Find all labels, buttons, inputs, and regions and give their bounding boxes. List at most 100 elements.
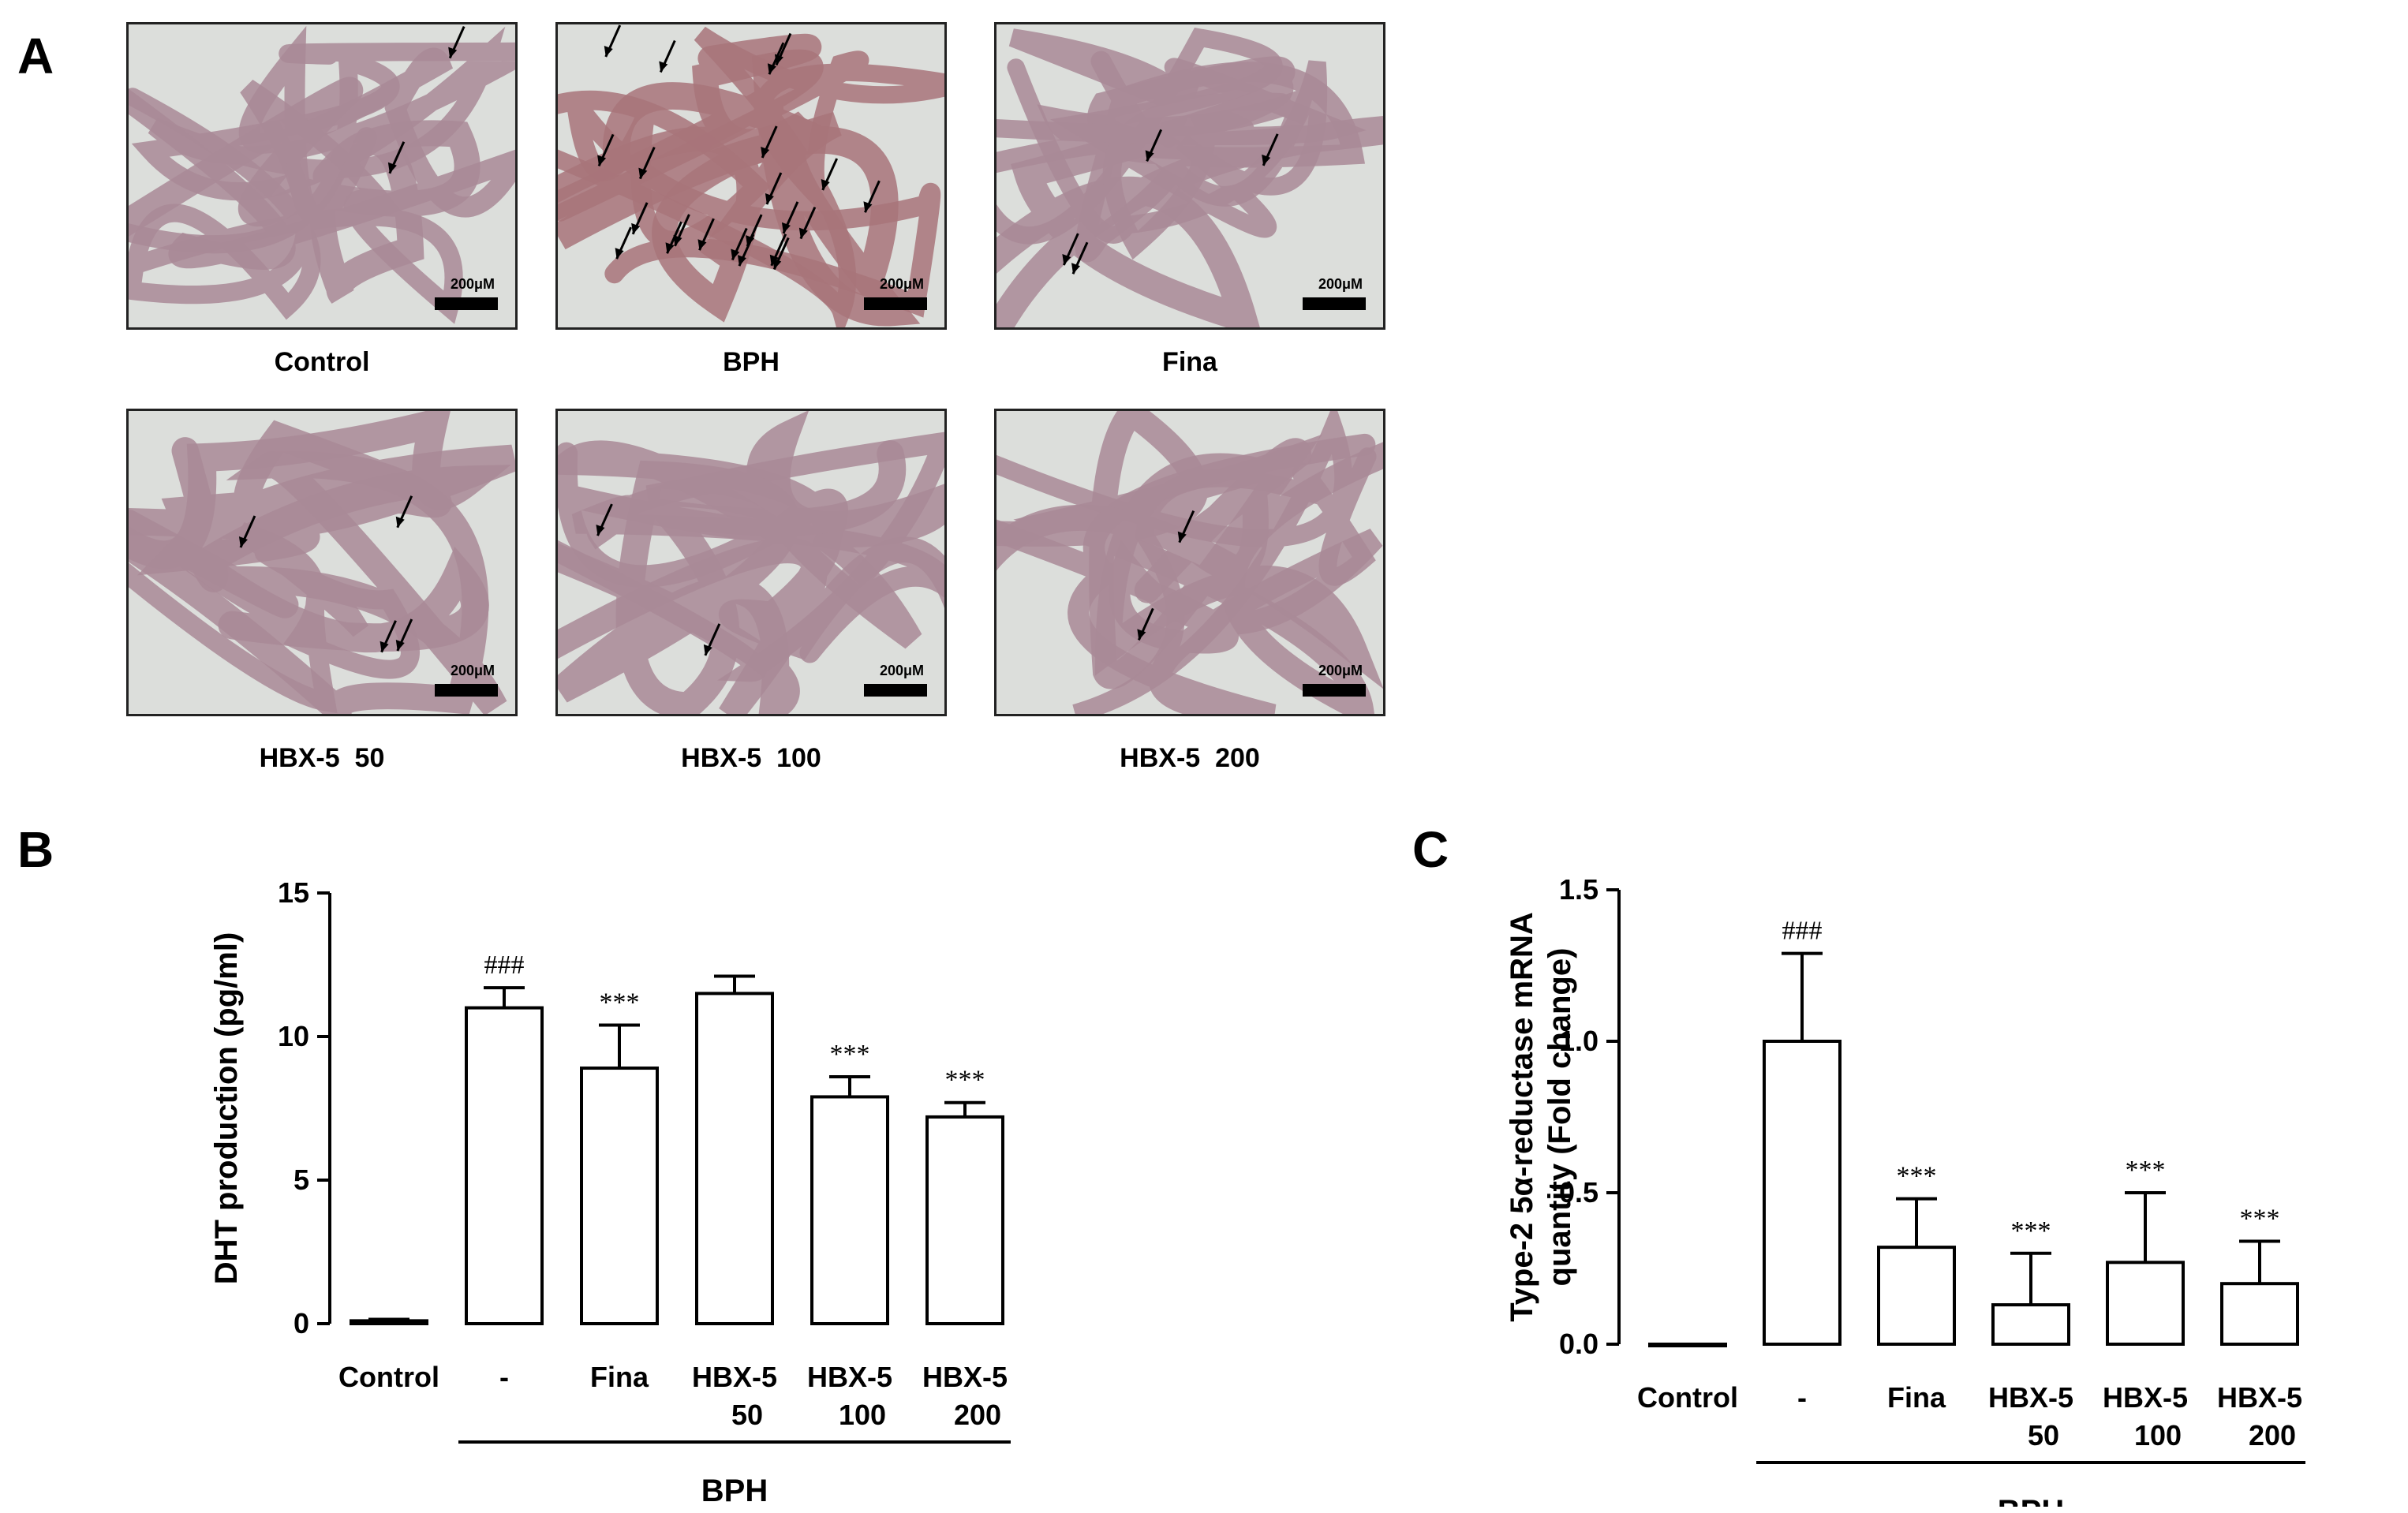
panel-letter-b: B bbox=[17, 821, 54, 878]
bar bbox=[1648, 1343, 1727, 1347]
significance-label: *** bbox=[945, 1066, 985, 1095]
arrow-icon bbox=[1062, 233, 1079, 266]
y-tick-label: 10 bbox=[278, 1020, 309, 1052]
arrow-icon bbox=[659, 39, 676, 73]
scale-bar-label: 200μM bbox=[450, 663, 495, 678]
significance-label: *** bbox=[2011, 1216, 2051, 1246]
scale-bar bbox=[435, 684, 498, 697]
arrow-icon bbox=[673, 214, 690, 247]
bar bbox=[810, 1095, 889, 1325]
tissue-image bbox=[558, 24, 944, 327]
category-label: Control bbox=[1637, 1381, 1738, 1414]
scale-bar bbox=[1303, 297, 1366, 310]
arrow-icon bbox=[1145, 129, 1163, 162]
category-label: HBX-5 bbox=[1988, 1381, 2073, 1414]
bar bbox=[465, 1006, 544, 1325]
scale-bar bbox=[864, 684, 927, 697]
arrow-icon bbox=[638, 147, 656, 180]
arrow-icon bbox=[798, 207, 817, 240]
arrow-icon bbox=[821, 158, 839, 191]
category-label: - bbox=[1797, 1381, 1807, 1414]
arrow-icon bbox=[765, 172, 783, 205]
significance-label: *** bbox=[600, 988, 640, 1017]
arrow-icon bbox=[238, 515, 256, 548]
y-tick-label: 0.5 bbox=[1559, 1176, 1598, 1209]
y-tick-label: 15 bbox=[278, 876, 309, 909]
category-label: - bbox=[499, 1361, 509, 1393]
category-label: HBX-5 bbox=[922, 1361, 1008, 1393]
tissue-image bbox=[558, 411, 944, 714]
arrow-icon bbox=[697, 218, 715, 251]
arrow-icon bbox=[596, 503, 613, 536]
y-axis-title: DHT production (pg/ml) bbox=[209, 932, 244, 1285]
arrow-icon bbox=[1071, 241, 1089, 275]
arrow-icon bbox=[631, 202, 649, 235]
micrograph-label: Control bbox=[274, 347, 370, 377]
y-tick-label: 5 bbox=[294, 1164, 309, 1196]
micrograph-6: 200μM bbox=[994, 409, 1385, 716]
micrograph-4: 200μM bbox=[126, 409, 518, 716]
tissue-image bbox=[996, 411, 1383, 714]
arrow-icon bbox=[731, 227, 748, 261]
significance-label: ### bbox=[484, 951, 525, 980]
category-label-line2: 100 bbox=[2134, 1419, 2182, 1451]
scale-bar bbox=[435, 297, 498, 310]
arrow-icon bbox=[703, 623, 721, 656]
category-label-line2: 200 bbox=[2249, 1419, 2296, 1451]
y-axis-title-line: Type-2 5α-reductase mRNA bbox=[1505, 912, 1539, 1322]
category-label: Control bbox=[338, 1361, 439, 1393]
bar bbox=[2106, 1261, 2185, 1347]
micrograph-2: 200μM bbox=[555, 22, 947, 330]
panel-letter-a: A bbox=[17, 28, 54, 84]
bar bbox=[1877, 1246, 1956, 1346]
micrograph-label: HBX-5 50 bbox=[259, 743, 385, 773]
arrow-icon bbox=[387, 141, 406, 174]
micrograph-label: BPH bbox=[723, 347, 780, 377]
category-label-line2: 100 bbox=[839, 1399, 886, 1431]
category-label-line2: 200 bbox=[954, 1399, 1001, 1431]
category-label: Fina bbox=[590, 1361, 649, 1393]
bar bbox=[580, 1067, 659, 1325]
arrow-icon bbox=[448, 26, 466, 59]
significance-label: *** bbox=[830, 1040, 870, 1069]
y-axis-title-line: quantity (Fold change) bbox=[1542, 948, 1577, 1287]
y-tick-label: 0.0 bbox=[1559, 1328, 1598, 1360]
group-label: BPH bbox=[1998, 1494, 2064, 1507]
scale-bar-label: 200μM bbox=[879, 663, 924, 678]
significance-label: ### bbox=[1782, 917, 1823, 946]
category-label-line2: 50 bbox=[731, 1399, 763, 1431]
bar bbox=[1991, 1303, 2070, 1347]
significance-label: *** bbox=[1897, 1162, 1937, 1191]
bar bbox=[695, 992, 774, 1325]
bar bbox=[1763, 1040, 1842, 1346]
category-label: Fina bbox=[1887, 1381, 1946, 1414]
micrograph-5: 200μM bbox=[555, 409, 947, 716]
group-label: BPH bbox=[701, 1474, 768, 1507]
category-label: HBX-5 bbox=[2217, 1381, 2302, 1414]
micrograph-label: Fina bbox=[1162, 347, 1217, 377]
micrograph-3: 200μM bbox=[994, 22, 1385, 330]
category-label-line2: 50 bbox=[2028, 1419, 2059, 1451]
significance-label: *** bbox=[2240, 1204, 2280, 1233]
panel-letter-c: C bbox=[1412, 821, 1449, 878]
scale-bar-label: 200μM bbox=[1318, 663, 1363, 678]
category-label: HBX-5 bbox=[2103, 1381, 2188, 1414]
y-tick-label: 1.5 bbox=[1559, 873, 1598, 906]
arrow-icon bbox=[1262, 133, 1279, 166]
arrow-icon bbox=[395, 495, 413, 529]
arrow-icon bbox=[380, 620, 397, 653]
micrograph-1: 200μM bbox=[126, 22, 518, 330]
bar bbox=[2220, 1282, 2299, 1347]
bar bbox=[925, 1115, 1004, 1325]
arrow-icon bbox=[597, 133, 615, 167]
arrow-icon bbox=[665, 221, 682, 254]
arrow-icon bbox=[395, 618, 413, 652]
scale-bar bbox=[1303, 684, 1366, 697]
chart-c-reductase-mrna: 0.0 0.5 1.0 1.5 Type-2 5α-reductase mRNA quan… bbox=[1505, 873, 2305, 1507]
significance-label: *** bbox=[2126, 1156, 2166, 1185]
category-label: HBX-5 bbox=[807, 1361, 892, 1393]
arrow-icon bbox=[1137, 607, 1154, 641]
arrow-icon bbox=[615, 226, 632, 260]
arrow-icon bbox=[781, 201, 799, 234]
scale-bar-label: 200μM bbox=[450, 276, 495, 292]
